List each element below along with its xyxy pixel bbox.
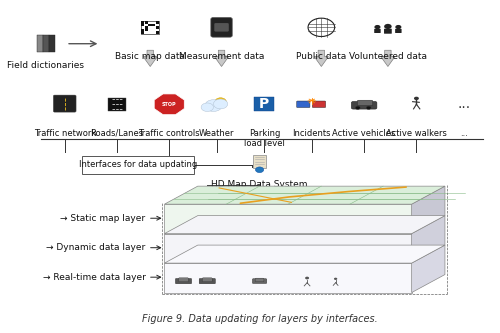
Circle shape — [414, 97, 419, 100]
Text: Figure 9. Data updating for layers by interfaces.: Figure 9. Data updating for layers by in… — [142, 314, 378, 324]
Bar — [145, 21, 148, 24]
Bar — [252, 155, 266, 168]
Text: Traffic controls: Traffic controls — [138, 129, 200, 138]
Text: P: P — [259, 97, 270, 111]
FancyBboxPatch shape — [374, 29, 380, 33]
Bar — [156, 21, 159, 24]
FancyBboxPatch shape — [214, 23, 229, 32]
Circle shape — [201, 103, 213, 112]
Text: STOP: STOP — [162, 102, 176, 107]
Circle shape — [205, 100, 222, 112]
Text: ...: ... — [458, 97, 470, 111]
FancyArrow shape — [214, 50, 228, 67]
Bar — [148, 24, 152, 26]
FancyBboxPatch shape — [211, 18, 232, 37]
Circle shape — [366, 106, 371, 109]
FancyArrow shape — [314, 50, 328, 67]
Circle shape — [256, 167, 264, 172]
Text: Weather: Weather — [199, 129, 234, 138]
Text: Traffic network: Traffic network — [34, 129, 96, 138]
FancyBboxPatch shape — [199, 278, 216, 284]
Polygon shape — [164, 215, 445, 234]
Bar — [141, 24, 144, 26]
FancyArrow shape — [381, 50, 395, 67]
Text: HD Map Data System: HD Map Data System — [212, 179, 308, 188]
Text: Volunteered data: Volunteered data — [349, 52, 427, 61]
Text: → Real-time data layer: → Real-time data layer — [42, 273, 146, 282]
FancyBboxPatch shape — [255, 278, 264, 282]
FancyBboxPatch shape — [395, 29, 402, 33]
Text: Active vehicles: Active vehicles — [332, 129, 396, 138]
Text: Incidents: Incidents — [292, 129, 331, 138]
Circle shape — [396, 25, 402, 29]
Text: Active walkers: Active walkers — [386, 129, 447, 138]
Circle shape — [215, 98, 226, 106]
Polygon shape — [164, 263, 412, 293]
Polygon shape — [412, 245, 445, 293]
Circle shape — [334, 278, 338, 280]
Polygon shape — [164, 186, 445, 204]
FancyBboxPatch shape — [352, 102, 377, 109]
Circle shape — [356, 106, 360, 109]
Text: Measurement data: Measurement data — [179, 52, 264, 61]
Bar — [145, 26, 148, 29]
FancyBboxPatch shape — [384, 29, 392, 34]
FancyBboxPatch shape — [202, 278, 212, 282]
FancyBboxPatch shape — [358, 100, 373, 106]
Text: ...: ... — [460, 129, 468, 138]
Bar — [156, 26, 159, 29]
FancyArrow shape — [143, 50, 158, 67]
Bar — [254, 98, 274, 111]
FancyBboxPatch shape — [176, 278, 192, 284]
Bar — [108, 98, 126, 111]
Text: → Dynamic data layer: → Dynamic data layer — [46, 243, 146, 252]
Text: Field dictionaries: Field dictionaries — [7, 61, 84, 70]
FancyBboxPatch shape — [82, 156, 194, 174]
Polygon shape — [164, 245, 445, 263]
Circle shape — [214, 99, 228, 109]
Text: Interfaces for data updating: Interfaces for data updating — [79, 161, 198, 169]
FancyBboxPatch shape — [296, 101, 310, 108]
Bar — [141, 21, 144, 24]
Polygon shape — [164, 234, 412, 263]
FancyBboxPatch shape — [54, 95, 76, 112]
Bar — [50, 35, 55, 52]
FancyBboxPatch shape — [252, 279, 266, 283]
Circle shape — [308, 18, 334, 37]
Bar — [141, 31, 144, 34]
Polygon shape — [412, 215, 445, 263]
Polygon shape — [412, 186, 445, 234]
Text: → Static map layer: → Static map layer — [60, 214, 146, 223]
Circle shape — [305, 277, 309, 279]
Bar — [43, 35, 49, 52]
Bar — [141, 29, 144, 31]
Text: Parking
load level: Parking load level — [244, 129, 285, 148]
Bar — [152, 24, 156, 26]
Bar — [37, 35, 43, 52]
Polygon shape — [154, 94, 184, 115]
Polygon shape — [164, 204, 412, 234]
Text: Roads/Lanes: Roads/Lanes — [90, 129, 144, 138]
Circle shape — [374, 25, 380, 29]
Bar — [141, 21, 160, 34]
Text: Basic map data: Basic map data — [115, 52, 185, 61]
FancyBboxPatch shape — [312, 101, 326, 108]
Bar — [156, 31, 159, 34]
Text: Public data: Public data — [296, 52, 346, 61]
Circle shape — [384, 24, 392, 29]
FancyBboxPatch shape — [178, 278, 188, 282]
Bar — [145, 29, 148, 31]
